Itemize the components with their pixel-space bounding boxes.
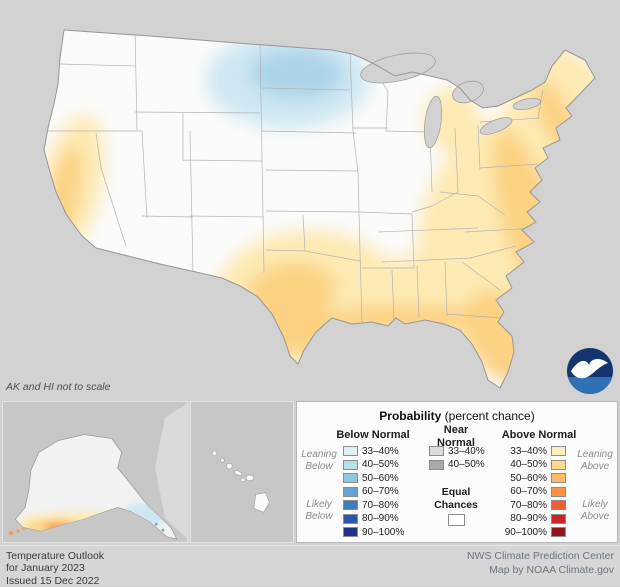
legend-range-label: 60–70% — [510, 486, 547, 498]
legend-range-label: 40–50% — [362, 459, 399, 471]
legend-swatch — [429, 459, 444, 470]
legend-row: 40–50% — [343, 459, 404, 471]
legend-swatch — [343, 513, 358, 524]
product-month-line: for January 2023 — [6, 562, 85, 575]
legend-range-label: 90–100% — [504, 526, 547, 538]
canada-landmass — [155, 403, 187, 539]
legend-title-suffix: (percent chance) — [441, 409, 535, 423]
noaa-logo — [567, 348, 613, 394]
legend-range-label: 33–40% — [362, 445, 399, 457]
issue-date-line: Issued 15 Dec 2022 — [6, 574, 100, 587]
noaa-gull-icon — [571, 359, 608, 379]
legend-swatch — [343, 446, 358, 457]
hawaii-inset — [190, 401, 294, 543]
legend-swatch — [551, 513, 566, 524]
legend-row: 70–80% — [343, 500, 404, 511]
legend-swatch — [343, 459, 358, 470]
near-normal-header: Near Normal — [437, 424, 475, 449]
legend-row: 33–40% — [503, 446, 566, 457]
legend-row: 40–50% — [429, 459, 485, 471]
legend-row: 33–40% — [343, 446, 404, 457]
legend-range-label: 33–40% — [448, 445, 485, 457]
legend-swatch — [551, 473, 566, 484]
legend-swatch — [343, 527, 358, 538]
product-title-line: Temperature Outlook — [6, 550, 105, 562]
legend-swatch — [343, 500, 358, 511]
legend-range-label: 33–40% — [510, 445, 547, 457]
leaning-above-label: Leaning Above — [577, 449, 613, 472]
near-normal-scale: 33–40% 40–50% — [429, 446, 485, 470]
legend-range-label: 50–60% — [362, 472, 399, 484]
legend-range-label: 40–50% — [448, 459, 485, 471]
legend-swatch — [551, 459, 566, 470]
legend-title-bold: Probability — [379, 409, 442, 423]
above-normal-scale: 33–40% 40–50% 50–60% 60–70% 70–80% 80–90… — [503, 446, 566, 538]
legend-range-label: 60–70% — [362, 486, 399, 498]
legend-swatch — [551, 527, 566, 538]
legend-swatch — [551, 446, 566, 457]
legend-row: 33–40% — [429, 446, 485, 457]
legend-row: 70–80% — [503, 500, 566, 511]
credit-line-climategov: Map by NOAA Climate.gov — [489, 563, 614, 576]
legend-title: Probability (percent chance) — [297, 409, 617, 423]
legend-swatch — [343, 473, 358, 484]
legend-row: 80–90% — [503, 513, 566, 525]
southeast-panhandle-islands — [154, 522, 165, 532]
legend-swatch — [429, 446, 444, 457]
product-title-block: Temperature Outlook for January 2023 Iss… — [6, 550, 104, 587]
legend-swatch — [343, 486, 358, 497]
legend-row: 40–50% — [503, 459, 566, 471]
equal-chances-swatch — [448, 514, 465, 526]
legend-range-label: 90–100% — [362, 526, 405, 538]
likely-below-label: Likely Below — [305, 499, 333, 522]
below-normal-core-region — [250, 49, 342, 99]
legend-range-label: 80–90% — [510, 513, 547, 525]
legend-range-label: 50–60% — [510, 472, 547, 484]
likely-above-label: Likely Above — [580, 499, 610, 522]
legend-range-label: 40–50% — [510, 459, 547, 471]
legend-row: 50–60% — [503, 473, 566, 484]
below-normal-scale: 33–40% 40–50% 50–60% 60–70% 70–80% 80–90… — [343, 446, 404, 538]
credit-block: NWS Climate Prediction Center Map by NOA… — [467, 550, 614, 577]
legend-row: 60–70% — [503, 486, 566, 498]
legend-range-label: 70–80% — [510, 499, 547, 511]
legend-range-label: 80–90% — [362, 513, 399, 525]
legend-row: 60–70% — [343, 486, 404, 498]
legend-row: 90–100% — [503, 527, 566, 538]
footer: Temperature Outlook for January 2023 Iss… — [0, 545, 620, 587]
credit-line-cpc: NWS Climate Prediction Center — [466, 550, 614, 562]
scale-note: AK and HI not to scale — [6, 381, 111, 393]
aleutian-islands — [9, 527, 26, 536]
above-normal-header: Above Normal — [501, 429, 577, 441]
legend-row: 80–90% — [343, 513, 404, 525]
hawaiian-islands — [211, 450, 270, 513]
legend-row: 50–60% — [343, 473, 404, 484]
legend-swatch — [551, 486, 566, 497]
legend-swatch — [551, 500, 566, 511]
state-borders — [46, 30, 544, 323]
great-lakes — [360, 52, 542, 149]
legend-range-label: 70–80% — [362, 499, 399, 511]
equal-chances-label: Equal Chances — [434, 486, 478, 511]
us-temperature-outlook-map — [43, 29, 596, 389]
below-normal-header: Below Normal — [336, 429, 410, 441]
leaning-below-label: Leaning Below — [301, 449, 337, 472]
noaa-logo-sea — [567, 377, 613, 394]
legend-row: 90–100% — [343, 527, 404, 538]
alaska-inset — [2, 401, 188, 543]
probability-legend: Probability (percent chance) Below Norma… — [296, 401, 618, 543]
